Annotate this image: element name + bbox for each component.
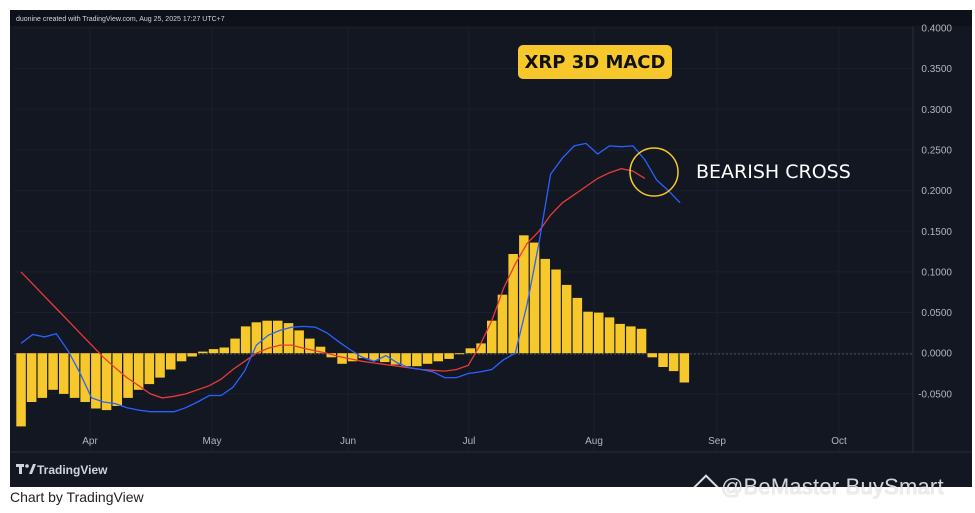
y-tick-label: 0.0000 [921,349,952,360]
macd-line [20,142,681,413]
histogram-bar [476,343,486,354]
histogram-bar [668,353,679,372]
binance-diamond-icon [693,474,719,500]
tradingview-logo-icon [16,464,36,474]
histogram-bar [326,353,336,358]
histogram-bar [101,353,112,411]
histogram-bar [198,351,208,354]
histogram-bar [251,322,262,354]
y-tick-label: 0.0500 [921,308,952,319]
histogram-bar [208,349,219,354]
chart-background [10,10,972,487]
histogram-bar [594,312,604,354]
y-tick-label: 0.2500 [921,145,952,156]
tradingview-logo-text: TradingView [37,463,108,477]
y-axis[interactable]: 0.4000 0.3500 0.3000 0.2500 0.2000 0.1500 0.10… [918,24,952,401]
histogram-bar [219,347,229,354]
histogram-bar [166,353,176,370]
histogram-bar [626,326,636,354]
histogram-bar [390,353,401,365]
histogram-bar [305,338,315,354]
histogram-bar [508,254,518,354]
header-strip [10,10,972,26]
x-tick-label: Oct [831,436,847,447]
histogram-bar [444,353,454,359]
histogram-bar [144,353,155,385]
histogram-bar [123,353,133,398]
x-tick-label: May [203,436,222,447]
histogram-bar [561,284,572,354]
x-tick-label: Jul [463,436,476,447]
histogram-bar [380,353,390,363]
y-tick-label: -0.0500 [918,389,952,400]
histogram-bar [294,330,304,354]
histogram-bar [412,353,422,367]
histogram-bar [497,294,508,354]
histogram-bar [454,353,465,355]
histogram-bar [487,320,497,354]
bearish-cross-label: BEARISH CROSS [696,161,851,183]
histogram-bar [16,353,26,427]
histogram-bar [369,353,379,361]
histogram-bar [465,348,476,354]
histogram-bar [315,346,326,354]
histogram-bar [358,353,369,359]
histogram-bar [636,328,647,354]
tradingview-logo[interactable]: TradingView [16,463,108,477]
histogram-bar [347,353,358,362]
macd-chart: duonine created with TradingView.com, Au… [10,10,972,487]
histogram-bar [240,326,251,354]
histogram-bar [176,353,187,362]
histogram-bar [273,320,283,354]
y-tick-label: 0.4000 [921,24,952,35]
histogram-bar [572,297,583,354]
y-tick-label: 0.1500 [921,227,952,238]
x-axis[interactable]: Apr May Jun Jul Aug Sep Oct [82,436,847,447]
x-tick-label: Sep [708,436,726,447]
histogram-bar [69,353,80,398]
histogram-bar [647,353,657,358]
y-tick-label: 0.3000 [921,105,952,116]
y-tick-label: 0.2000 [921,186,952,197]
histogram-bar [112,353,122,406]
histogram-bar [230,338,240,354]
bearish-cross-circle [629,147,679,197]
histogram-bar [679,353,690,383]
histogram-bar [529,242,540,354]
histogram-bar [337,353,347,364]
watermark: @BeMaster BuySmart [693,474,944,500]
histogram-bar [133,353,144,390]
histogram-bar [604,317,615,354]
histogram-bar [422,353,433,364]
histogram-bar [540,258,550,354]
y-tick-label: 0.1000 [921,267,952,278]
histogram-bar [519,235,529,354]
histogram-bar [155,353,165,378]
histogram-bar [283,323,294,354]
histogram-bar [401,353,411,367]
credit-text: duonine created with TradingView.com, Au… [16,16,225,23]
title-badge [518,45,672,79]
histogram-bar [59,353,69,394]
histogram-bar [433,353,443,362]
histogram-bar [187,353,197,357]
histogram-bar [26,353,37,402]
x-tick-label: Aug [585,436,603,447]
watermark-text: @BeMaster BuySmart [721,474,944,499]
histogram-bar [658,353,668,367]
chart-title: XRP 3D MACD [525,52,666,73]
chart-caption: Chart by TradingView [10,489,144,505]
x-tick-label: Apr [82,436,98,447]
y-tick-label: 0.3500 [921,64,952,75]
histogram-bar [583,311,593,354]
histogram-bar [37,353,48,398]
histogram-bars [16,235,690,427]
x-tick-label: Jun [340,436,356,447]
histogram-bar [80,353,90,402]
histogram-bar [48,353,58,390]
chart-frame: duonine created with TradingView.com, Au… [10,10,972,487]
histogram-bar [91,353,101,409]
histogram-bar [615,323,625,354]
histogram-bar [551,269,561,354]
